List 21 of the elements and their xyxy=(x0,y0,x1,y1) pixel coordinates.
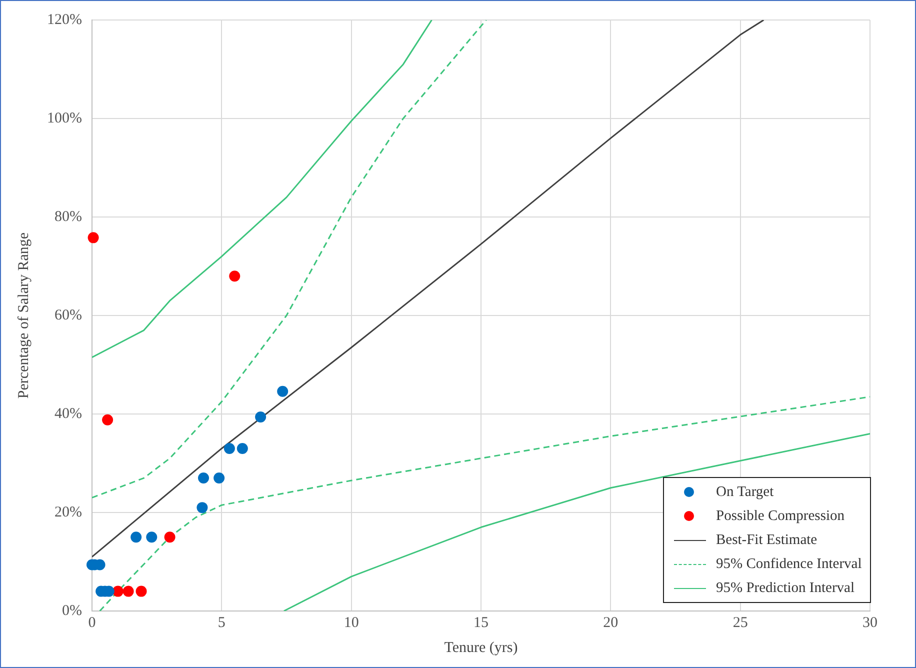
x-tick-label: 0 xyxy=(88,614,96,631)
x-tick-label: 15 xyxy=(474,614,488,631)
y-tick-label: 40% xyxy=(54,406,82,422)
x-tick-label: 20 xyxy=(603,614,618,631)
y-tick-label: 20% xyxy=(54,504,82,520)
y-tick-label: 60% xyxy=(54,307,82,324)
y-tick-label: 100% xyxy=(46,110,82,126)
y-tick-label: 80% xyxy=(54,208,82,225)
legend-label: Possible Compression xyxy=(716,508,844,524)
x-tick-label: 5 xyxy=(218,614,226,631)
y-tick-label: 0% xyxy=(62,602,82,619)
legend-label: 95% Confidence Interval xyxy=(716,556,862,572)
legend-label: Best-Fit Estimate xyxy=(716,532,818,548)
legend-label: 95% Prediction Interval xyxy=(716,580,855,596)
y-axis-title: Percentage of Salary Range xyxy=(16,232,32,399)
x-tick-label: 30 xyxy=(862,614,878,631)
x-tick-label: 10 xyxy=(344,614,359,631)
x-tick-label: 25 xyxy=(732,614,748,631)
x-axis-title: Tenure (yrs) xyxy=(444,640,518,656)
y-tick-label: 120% xyxy=(46,12,82,28)
legend-label: On Target xyxy=(716,484,774,500)
